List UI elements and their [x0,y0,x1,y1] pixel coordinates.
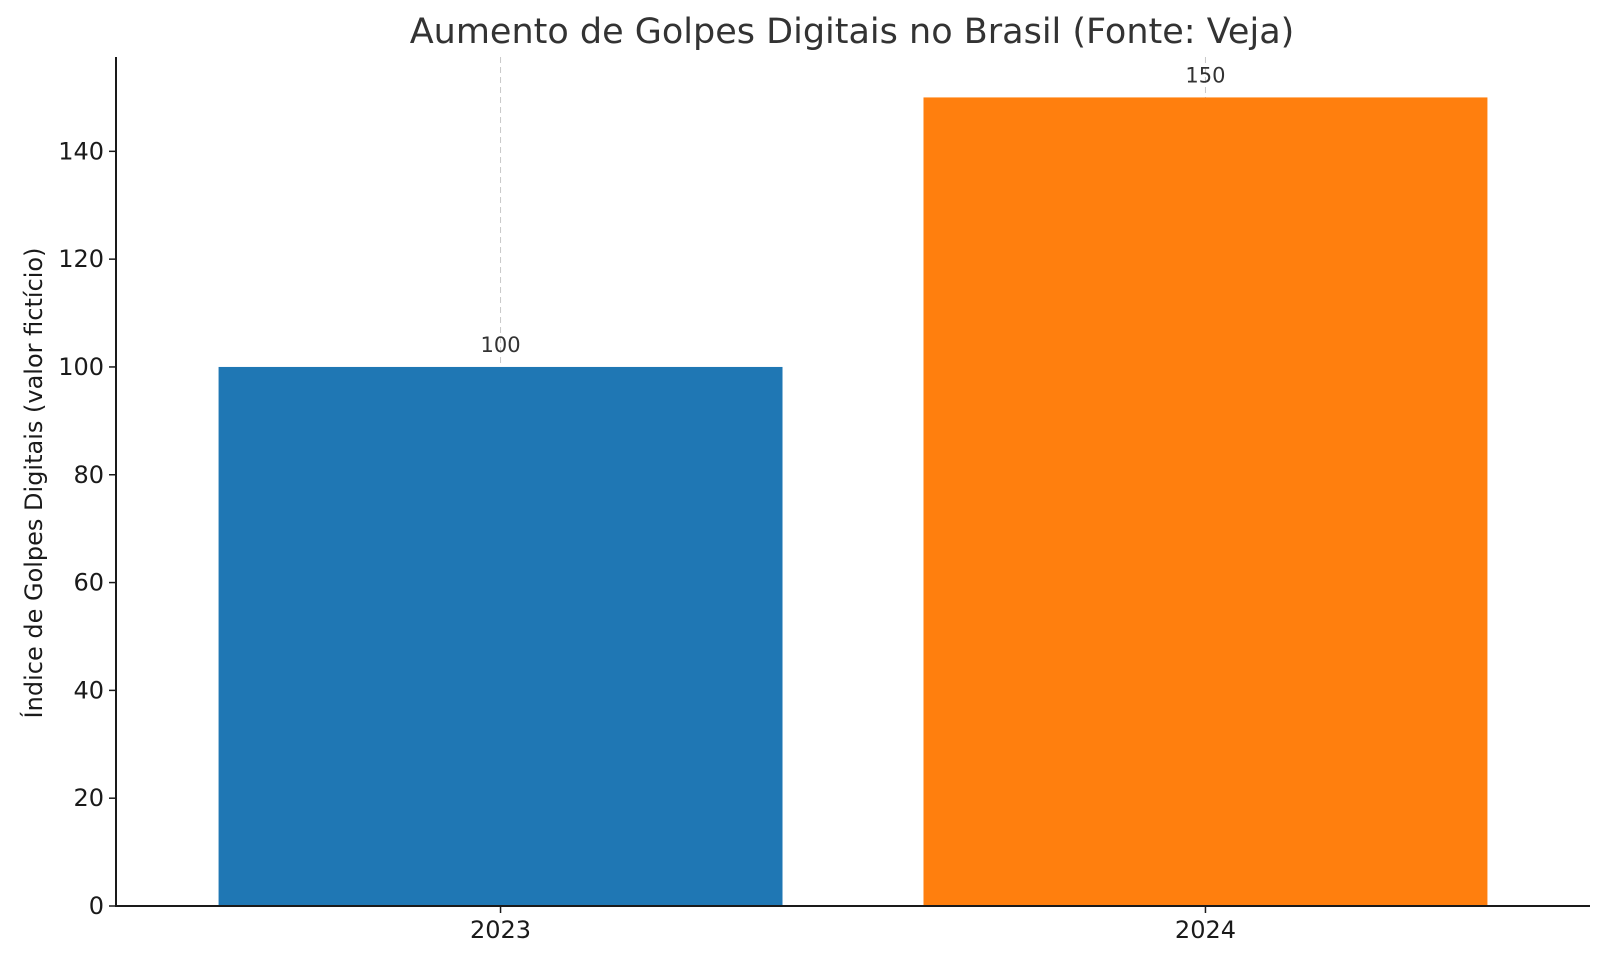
y-axis-ticks: 0 20 40 60 80 100 120 140 [58,137,116,920]
x-tick-label-2024: 2024 [1175,916,1236,944]
y-tick-label-140: 140 [58,137,104,165]
y-tick-label-20: 20 [73,784,104,812]
y-tick-label-120: 120 [58,245,104,273]
bars [218,97,1488,906]
y-tick-label-40: 40 [73,676,104,704]
y-axis-label: Índice de Golpes Digitais (valor fictíci… [19,248,48,719]
data-label-2024: 150 [1185,63,1225,87]
bar-2023 [218,366,783,906]
data-label-2023: 100 [480,333,520,357]
x-axis-ticks: 2023 2024 [470,906,1236,944]
y-tick-label-80: 80 [73,461,104,489]
chart-title: Aumento de Golpes Digitais no Brasil (Fo… [410,12,1295,52]
y-tick-label-0: 0 [89,892,104,920]
bar-2024 [923,97,1488,906]
y-tick-label-100: 100 [58,353,104,381]
data-labels: 100 150 [480,63,1225,357]
x-tick-label-2023: 2023 [470,916,531,944]
y-tick-label-60: 60 [73,569,104,597]
